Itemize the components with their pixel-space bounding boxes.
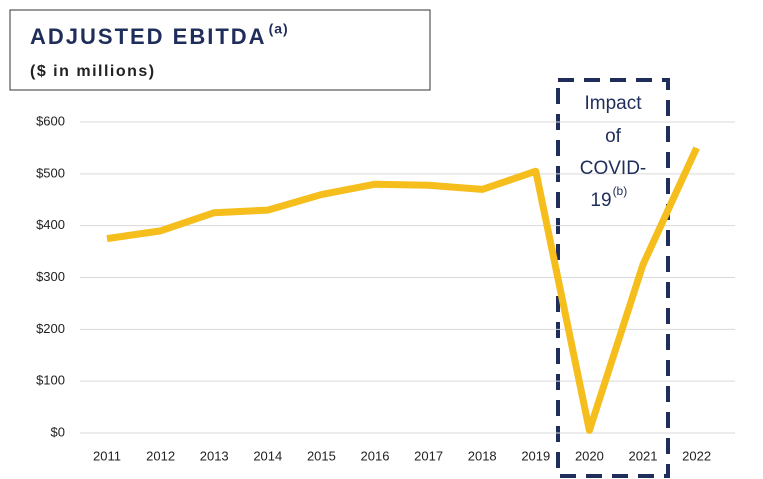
chart-subtitle: ($ in millions): [30, 63, 156, 80]
x-tick-label: 2020: [575, 448, 604, 463]
annotation-text: Impact: [584, 93, 642, 114]
y-tick-label: $0: [51, 424, 65, 439]
y-tick-label: $500: [36, 165, 65, 180]
x-tick-label: 2012: [146, 448, 175, 463]
annotation-text: of: [605, 126, 622, 147]
data-line: [106, 146, 700, 434]
x-tick-label: 2016: [361, 448, 390, 463]
annotation-text: COVID-: [580, 158, 647, 179]
x-tick-label: 2017: [414, 448, 443, 463]
x-tick-label: 2011: [93, 448, 121, 463]
x-tick-label: 2013: [200, 448, 229, 463]
x-tick-label: 2014: [253, 448, 282, 463]
y-tick-label: $100: [36, 373, 65, 388]
y-tick-label: $300: [36, 269, 65, 284]
y-tick-label: $400: [36, 217, 65, 232]
y-tick-label: $600: [36, 113, 65, 128]
y-tick-label: $200: [36, 321, 65, 336]
title-box: [9, 9, 431, 91]
annotation-superscript: (b): [613, 184, 628, 198]
x-tick-label: 2018: [468, 448, 497, 463]
x-tick-label: 2022: [682, 448, 711, 463]
x-tick-label: 2021: [629, 448, 658, 463]
chart-title: ADJUSTED EBITDA: [30, 24, 267, 49]
x-tick-label: 2015: [307, 448, 336, 463]
x-tick-label: 2019: [521, 448, 550, 463]
annotation-text: 19: [590, 190, 611, 211]
title-superscript: (a): [269, 21, 289, 37]
